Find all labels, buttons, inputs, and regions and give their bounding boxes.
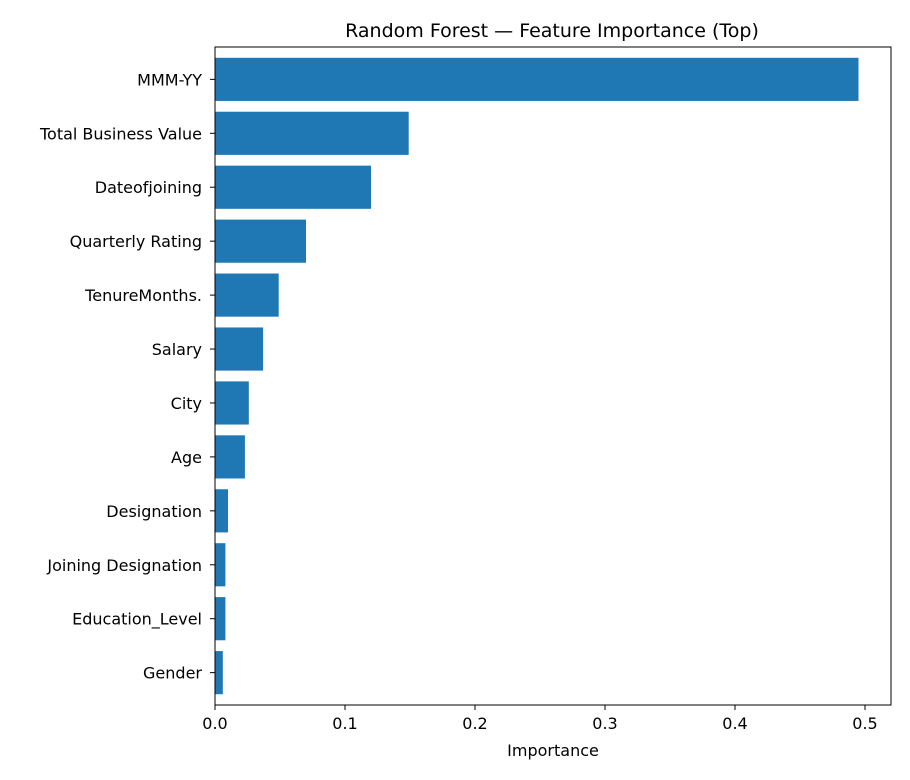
bar <box>215 489 228 533</box>
plot-frame <box>214 46 892 706</box>
x-tick-label: 0.1 <box>332 714 357 733</box>
bar <box>215 219 306 263</box>
bar <box>215 327 264 371</box>
x-tick-label: 0.4 <box>722 714 747 733</box>
y-tick-label: City <box>171 394 202 413</box>
bar <box>215 597 226 641</box>
bar <box>215 435 245 479</box>
bar <box>215 165 371 209</box>
y-tick-label: Joining Designation <box>46 556 202 575</box>
bar <box>215 651 223 695</box>
y-tick-label: MMM-YY <box>137 70 202 89</box>
bar <box>215 111 409 155</box>
bar <box>215 543 226 587</box>
y-axis-ticks: MMM-YY Total Business Value Dateofjoining Q… <box>39 70 215 683</box>
y-tick-label: Age <box>171 448 202 467</box>
y-tick-label: Dateofjoining <box>95 178 202 197</box>
x-tick-label: 0.2 <box>462 714 487 733</box>
y-tick-label: TenureMonths. <box>84 286 202 305</box>
bar <box>215 381 249 425</box>
x-tick-label: 0.0 <box>202 714 227 733</box>
y-tick-label: Quarterly Rating <box>70 232 202 251</box>
x-tick-label: 0.3 <box>592 714 617 733</box>
y-tick-label: Designation <box>106 502 202 521</box>
x-axis-ticks: 0.0 0.1 0.2 0.3 0.4 0.5 <box>202 705 878 733</box>
y-tick-label: Gender <box>143 664 202 683</box>
x-axis-label: Importance <box>507 741 599 760</box>
x-tick-label: 0.5 <box>852 714 877 733</box>
bar <box>215 57 859 101</box>
y-tick-label: Total Business Value <box>39 124 202 143</box>
bars-layer <box>215 57 859 695</box>
bar <box>215 273 279 317</box>
y-tick-label: Salary <box>152 340 202 359</box>
chart-title: Random Forest — Feature Importance (Top) <box>345 20 759 42</box>
y-tick-label: Education_Level <box>72 610 202 630</box>
